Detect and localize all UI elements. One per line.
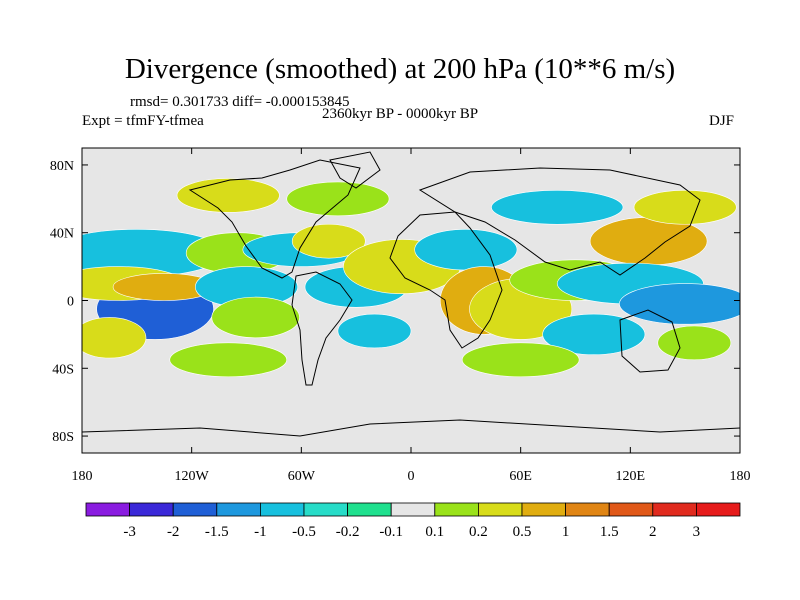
y-tick-label: 40S bbox=[52, 362, 74, 377]
experiment-text: Expt = tfmFY-tfmea bbox=[82, 113, 204, 129]
colorbar-swatch bbox=[303, 502, 348, 517]
x-tick-label: 60E bbox=[509, 469, 532, 484]
colorbar-swatch bbox=[259, 502, 305, 517]
coast-africa-europe bbox=[389, 211, 503, 349]
colorbar-swatch bbox=[172, 502, 218, 517]
coastlines bbox=[81, 151, 741, 437]
field-contour bbox=[211, 296, 300, 339]
y-tick-label: 0 bbox=[67, 295, 74, 310]
field-contour bbox=[657, 325, 732, 361]
period-text: 2360kyr BP - 0000kyr BP bbox=[322, 106, 479, 122]
colorbar-label: 0.1 bbox=[425, 524, 444, 540]
colorbar-swatch bbox=[347, 502, 392, 517]
x-tick-label: 120W bbox=[175, 469, 210, 484]
coast-eurasia bbox=[418, 167, 701, 276]
colorbar-swatch bbox=[434, 502, 479, 517]
chart-title: Divergence (smoothed) at 200 hPa (10**6 … bbox=[124, 53, 676, 85]
colorbar: -3 -2 -1.5 -1 -0.5 -0.2 -0.1 0.1 0.2 0.5 1 1.5 2 3 bbox=[85, 502, 741, 540]
field-contour bbox=[176, 178, 280, 213]
x-tick-label: 180 bbox=[730, 469, 751, 484]
colorbar-swatch bbox=[565, 502, 610, 517]
coast-south-america bbox=[291, 271, 353, 386]
field-contour bbox=[169, 342, 288, 378]
colorbar-label: -0.5 bbox=[292, 524, 316, 540]
colorbar-swatch bbox=[521, 502, 566, 517]
colorbar-label: 2 bbox=[649, 524, 657, 540]
season-text: DJF bbox=[709, 113, 735, 129]
field-contour bbox=[633, 190, 737, 225]
colorbar-label: -3 bbox=[123, 524, 136, 540]
field-contour bbox=[619, 283, 740, 325]
colorbar-swatch bbox=[477, 502, 523, 517]
colorbar-label: 0.5 bbox=[513, 524, 532, 540]
field-contour bbox=[414, 229, 518, 271]
colorbar-swatch bbox=[696, 502, 741, 517]
field-contour bbox=[589, 217, 708, 266]
coast-greenland bbox=[329, 151, 381, 189]
x-tick-label: 120E bbox=[616, 469, 646, 484]
colorbar-swatch bbox=[652, 502, 697, 517]
x-tick-label: 180 bbox=[72, 469, 93, 484]
divergence-field bbox=[82, 178, 740, 378]
x-tick-label: 60W bbox=[288, 469, 316, 484]
y-tick-label: 80S bbox=[52, 430, 74, 445]
colorbar-swatch bbox=[608, 502, 654, 517]
colorbar-label: 1 bbox=[562, 524, 570, 540]
coast-australia bbox=[619, 309, 681, 373]
colorbar-label: -0.2 bbox=[336, 524, 360, 540]
field-contour bbox=[337, 313, 412, 349]
y-tick-label: 80N bbox=[50, 159, 74, 174]
colorbar-label: 3 bbox=[693, 524, 701, 540]
axes: 180 120W 60W 0 60E 120E 180 80N 40N 0 40S 80S bbox=[50, 147, 751, 484]
colorbar-label: -0.1 bbox=[379, 524, 403, 540]
field-contour bbox=[491, 190, 624, 225]
coast-north-america bbox=[188, 159, 361, 279]
colorbar-label: -1 bbox=[254, 524, 267, 540]
field-contour bbox=[286, 181, 390, 217]
colorbar-label: 1.5 bbox=[600, 524, 619, 540]
map-panel bbox=[82, 148, 740, 453]
field-contour bbox=[542, 313, 646, 356]
colorbar-label: -2 bbox=[167, 524, 180, 540]
colorbar-swatch bbox=[129, 502, 174, 517]
colorbar-label: 0.2 bbox=[469, 524, 488, 540]
x-tick-label: 0 bbox=[408, 469, 415, 484]
field-contour bbox=[461, 342, 580, 378]
stats-text: rmsd= 0.301733 diff= -0.000153845 bbox=[130, 94, 350, 110]
field-contour bbox=[291, 223, 366, 259]
coast-antarctica bbox=[81, 419, 741, 437]
colorbar-swatch bbox=[216, 502, 261, 517]
y-tick-label: 40N bbox=[50, 227, 74, 242]
colorbar-swatch bbox=[390, 502, 436, 517]
colorbar-swatch bbox=[85, 502, 130, 517]
field-contour bbox=[82, 317, 147, 359]
colorbar-label: -1.5 bbox=[205, 524, 229, 540]
